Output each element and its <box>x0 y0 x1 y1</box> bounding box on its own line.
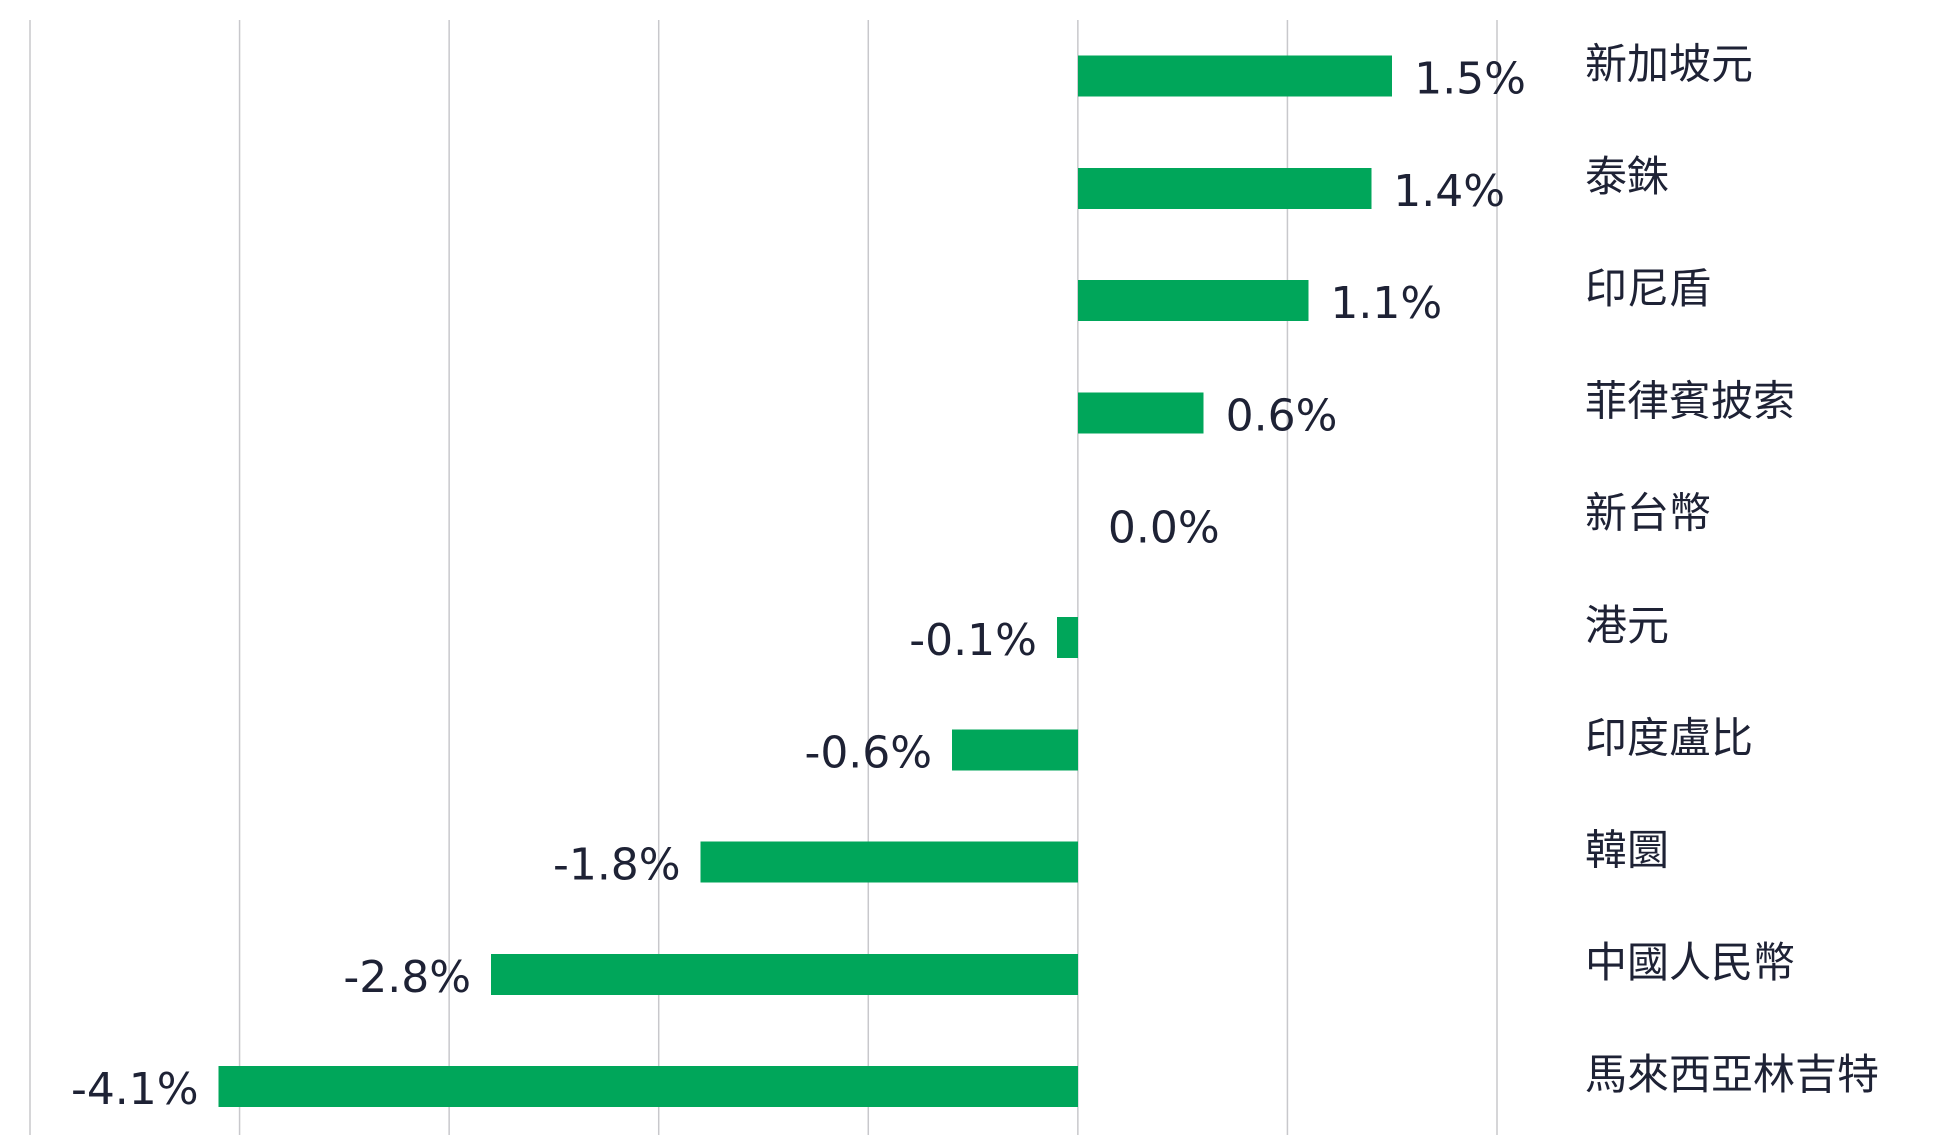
bar-7 <box>700 841 1078 883</box>
value-label-8: -2.8% <box>343 952 471 1003</box>
value-label-0: 1.5% <box>1414 54 1526 105</box>
value-label-3: 0.6% <box>1226 390 1338 441</box>
category-label-3: 菲律賓披索 <box>1585 376 1795 425</box>
category-label-8: 中國人民幣 <box>1585 938 1795 987</box>
value-label-9: -4.1% <box>71 1064 199 1115</box>
category-label-2: 印尼盾 <box>1585 264 1711 313</box>
bars <box>218 55 1393 1108</box>
value-label-5: -0.1% <box>909 615 1037 666</box>
category-label-4: 新台幣 <box>1585 489 1711 538</box>
bar-6 <box>952 729 1078 771</box>
value-label-6: -0.6% <box>804 727 932 778</box>
category-label-9: 馬來西亞林吉特 <box>1585 1050 1879 1099</box>
value-label-2: 1.1% <box>1330 278 1442 329</box>
category-label-1: 泰銖 <box>1585 152 1669 201</box>
value-label-4: 0.0% <box>1108 503 1220 554</box>
bar-2 <box>1077 280 1309 322</box>
value-label-7: -1.8% <box>553 840 681 891</box>
bar-9 <box>218 1066 1078 1108</box>
category-label-6: 印度盧比 <box>1585 713 1753 762</box>
category-label-7: 韓圜 <box>1585 826 1669 875</box>
bar-8 <box>491 953 1078 995</box>
bar-3 <box>1077 392 1204 434</box>
value-labels: 1.5% 1.4% 1.1% 0.6% 0.0% -0.1% -0.6% -1.8% -2.8%… <box>71 54 1526 1116</box>
bar-1 <box>1077 167 1372 209</box>
value-label-1: 1.4% <box>1393 166 1505 217</box>
category-label-5: 港元 <box>1585 601 1669 650</box>
bar-0 <box>1077 55 1393 97</box>
bar-5 <box>1056 617 1078 658</box>
category-label-0: 新加坡元 <box>1585 40 1753 89</box>
